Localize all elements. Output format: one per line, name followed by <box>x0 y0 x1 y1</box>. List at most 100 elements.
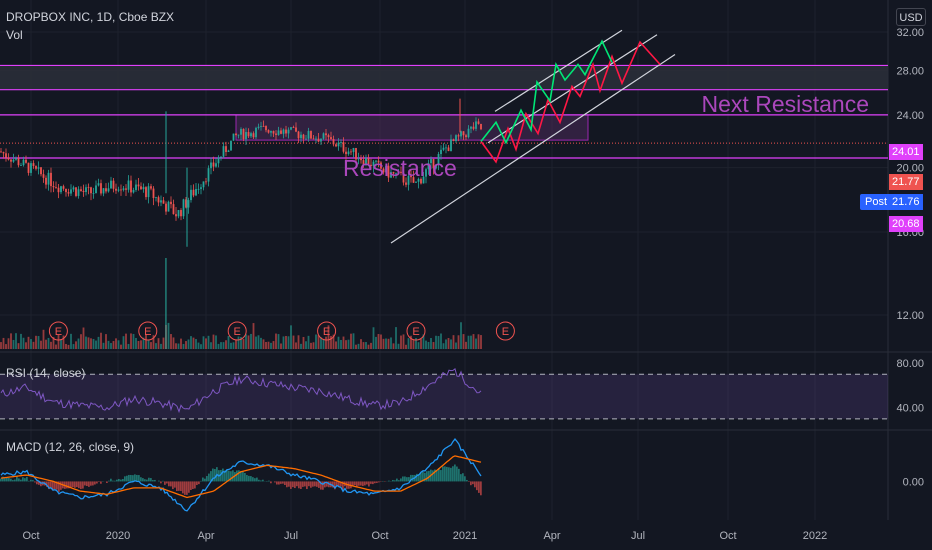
macd-histogram-bar <box>374 481 376 484</box>
macd-histogram-bar <box>408 477 410 482</box>
volume-bar <box>480 335 482 349</box>
macd-histogram-bar <box>338 481 340 487</box>
candle-body <box>47 172 50 185</box>
volume-bar <box>422 334 425 349</box>
macd-histogram-bar <box>38 481 40 485</box>
macd-histogram-bar <box>146 479 148 482</box>
macd-histogram-bar <box>336 481 338 486</box>
time-tick-label: Apr <box>197 530 214 542</box>
macd-histogram-bar <box>84 481 86 486</box>
macd-histogram-bar <box>166 481 168 484</box>
volume-bar <box>245 334 247 349</box>
volume-bar <box>220 342 222 349</box>
macd-histogram-bar <box>206 476 208 482</box>
candle-body <box>12 159 15 162</box>
volume-bar <box>400 335 402 349</box>
candle-body <box>422 176 425 184</box>
macd-histogram-bar <box>202 477 204 482</box>
volume-bar <box>315 334 317 349</box>
macd-histogram-bar <box>362 481 364 486</box>
macd-histogram-bar <box>356 481 358 488</box>
candle-body <box>395 173 397 175</box>
macd-histogram-bar <box>268 480 270 482</box>
candle-body <box>292 127 295 128</box>
post-price-tag: 21.76 <box>889 194 923 210</box>
volume-bar <box>370 342 372 349</box>
volume-bar <box>427 341 430 349</box>
candle-body <box>120 189 122 191</box>
volume-bar <box>272 341 275 349</box>
volume-bar <box>100 332 102 349</box>
candle-body <box>130 180 132 193</box>
candle-body <box>315 138 317 140</box>
macd-histogram-bar <box>416 473 418 482</box>
macd-histogram-bar <box>296 481 298 487</box>
candle-body <box>145 187 147 198</box>
currency-button[interactable]: USD <box>896 8 926 26</box>
volume-bar <box>192 337 195 349</box>
volume-bar <box>40 340 42 349</box>
candle-body <box>420 178 422 184</box>
macd-histogram-bar <box>238 470 240 482</box>
macd-histogram-bar <box>226 469 228 482</box>
candle-body <box>50 172 52 187</box>
macd-histogram-bar <box>370 481 372 484</box>
volume-bar <box>402 334 405 349</box>
macd-histogram-bar <box>6 477 8 482</box>
bearish-projection <box>480 40 661 164</box>
candle-body <box>337 142 340 147</box>
volume-bar <box>137 340 140 349</box>
macd-histogram-bar <box>454 464 456 482</box>
volume-bar <box>122 336 125 349</box>
volume-bar <box>60 339 62 349</box>
volume-bar <box>47 337 50 349</box>
candle-body <box>135 184 137 190</box>
candle-body <box>227 150 230 152</box>
macd-histogram-bar <box>304 481 306 487</box>
macd-histogram-bar <box>300 481 302 489</box>
volume-bar <box>175 343 177 349</box>
candle-body <box>360 158 362 161</box>
candle-body <box>317 138 320 142</box>
candle-body <box>252 133 255 138</box>
volume-bar <box>212 334 215 349</box>
macd-histogram-bar <box>148 477 150 482</box>
volume-bar <box>327 325 330 349</box>
macd-histogram-bar <box>144 479 146 482</box>
candle-body <box>415 181 417 183</box>
macd-histogram-bar <box>228 470 230 482</box>
candle-body <box>117 189 120 191</box>
earnings-icon <box>227 321 247 341</box>
macd-histogram-bar <box>476 481 478 491</box>
candle-body <box>257 126 260 128</box>
candle-body <box>347 151 350 155</box>
macd-histogram-bar <box>274 481 276 483</box>
macd-histogram-bar <box>210 471 212 482</box>
price-tick-label: 20.00 <box>896 163 924 175</box>
macd-histogram-bar <box>480 481 482 496</box>
macd-histogram-bar <box>368 481 370 487</box>
volume-bar <box>237 336 240 349</box>
macd-histogram-bar <box>250 476 252 482</box>
candle-body <box>430 159 432 164</box>
rsi-label: RSI (14, close) <box>6 366 86 380</box>
macd-histogram-bar <box>232 470 234 482</box>
macd-histogram-bar <box>182 481 184 494</box>
candle-body <box>125 188 127 190</box>
candle-body <box>372 161 375 167</box>
macd-histogram-bar <box>28 480 30 482</box>
volume-bar <box>285 335 287 349</box>
last-price-tag: 21.77 <box>889 174 923 190</box>
macd-histogram-bar <box>122 478 124 482</box>
candle-body <box>80 189 82 191</box>
candle-body <box>342 142 345 152</box>
candle-body <box>30 163 32 173</box>
candle-body <box>72 187 75 190</box>
candle-body <box>480 123 482 130</box>
macd-histogram-bar <box>314 481 316 487</box>
next-resistance-zone <box>0 65 888 90</box>
candle-body <box>280 130 282 134</box>
candle-body <box>55 187 57 189</box>
candle-body <box>197 188 200 190</box>
